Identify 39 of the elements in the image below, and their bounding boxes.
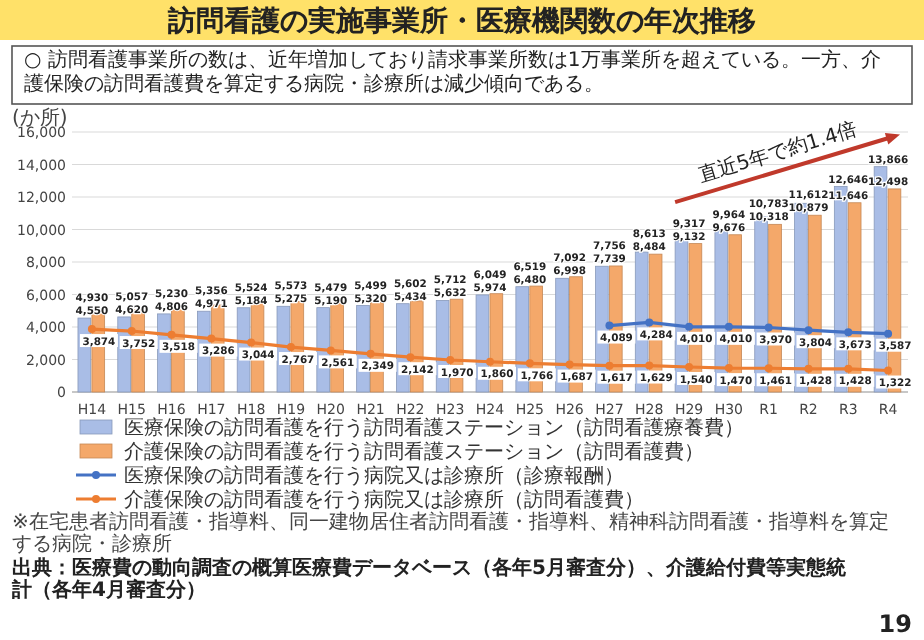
point (645, 318, 654, 327)
point (884, 329, 893, 338)
point (844, 328, 853, 337)
point (247, 338, 256, 347)
point (685, 362, 694, 371)
point (804, 326, 813, 335)
point (486, 357, 494, 366)
point (127, 327, 136, 336)
text: ※在宅患者訪問看護・指導料、同一建物居住者訪問看護・指導料、精神科訪問看護・指導料を算定する病院・診療所 (12, 510, 889, 556)
chart-title: 訪問看護の実施事業所・医療機関数の年次推移 (166, 4, 756, 38)
point (724, 364, 733, 373)
point (764, 323, 773, 332)
point (804, 364, 813, 373)
point (685, 322, 694, 331)
point (167, 330, 176, 339)
point (207, 334, 216, 343)
point (286, 343, 295, 352)
legend-label: 介護保険の訪問看護を行う病院又は診療所（訪問看護費） (124, 488, 644, 512)
point (326, 346, 335, 355)
point (446, 355, 455, 364)
point (605, 361, 614, 370)
point (645, 361, 654, 370)
point (844, 364, 853, 373)
point (565, 360, 574, 369)
point (87, 325, 96, 334)
text: 19 (878, 610, 912, 638)
point (884, 366, 893, 375)
point (525, 359, 534, 368)
point (605, 321, 614, 330)
point (406, 353, 415, 362)
legend-label: 医療保険の訪問看護を行う病院又は診療所（診療報酬） (124, 464, 624, 488)
legend-label: 医療保険の訪問看護を行う訪問看護ステーション（訪問看護療養費） (124, 416, 744, 440)
point (724, 322, 733, 331)
source-note: 出典：医療費の動向調査の概算医療費データベース（各年5月審査分）、介護給付費等実態統計（各年4月審査分） (10, 556, 846, 602)
y-axis-title: (か所) (12, 106, 68, 130)
chart-subtitle: ○ 訪問看護事業所の数は、近年増加しており請求事業所数は1万事業所を超えている。一方、介護保険の訪問看護費を算定する病院・診療所は減少傾向である。 (24, 48, 881, 96)
legend-label: 介護保険の訪問看護を行う訪問看護ステーション（訪問看護費） (124, 440, 704, 464)
point (366, 349, 375, 358)
point (764, 364, 773, 373)
